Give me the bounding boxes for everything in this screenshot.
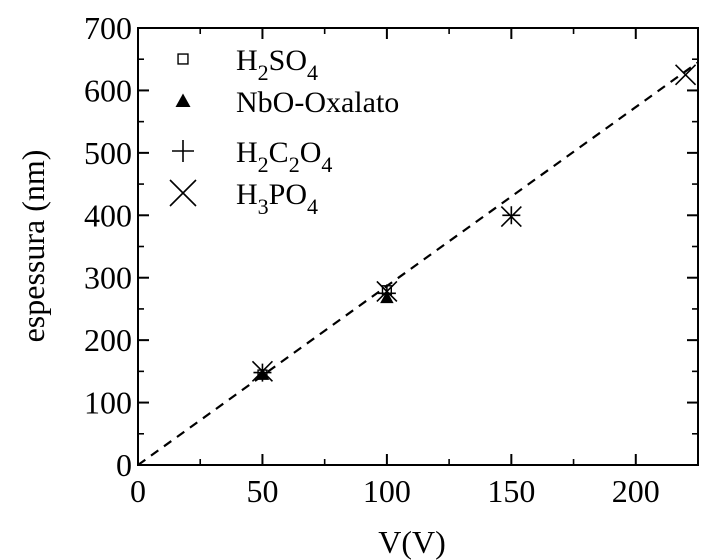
- x-tick-label: 100: [363, 473, 411, 509]
- h3po4-data-point: [500, 205, 522, 228]
- legend-marker-h2so4: [177, 53, 189, 65]
- x-tick-label: 150: [487, 473, 535, 509]
- y-tick-label: 600: [84, 72, 132, 108]
- y-tick-label: 100: [84, 385, 132, 421]
- fit-line: [137, 61, 699, 466]
- x-tick-label: 50: [246, 473, 278, 509]
- legend-text-part: H: [236, 44, 258, 77]
- legend-text-part: H: [236, 178, 258, 211]
- legend-subscript: 2: [258, 152, 269, 177]
- legend-marker-h3po4: [169, 179, 197, 207]
- plot-frame: [137, 27, 699, 466]
- legend-text-part: SO: [269, 44, 307, 77]
- h2c2o4-data-point: [377, 284, 396, 303]
- x-tick-label: 200: [612, 473, 660, 509]
- legend-subscript: 3: [258, 194, 269, 219]
- y-tick-label: 700: [84, 10, 132, 46]
- y-tick-label: 500: [84, 135, 132, 171]
- y-tick-label: 400: [84, 197, 132, 233]
- legend-marker-h2c2o4: [172, 140, 194, 162]
- legend-marker-nbo: [175, 93, 191, 107]
- legend-text-part: C: [269, 136, 289, 169]
- y-tick-label: 0: [116, 447, 132, 483]
- legend-text-part: NbO-Oxalato: [236, 86, 399, 119]
- legend-text-part: O: [300, 136, 322, 169]
- h3po4-data-point: [251, 360, 274, 382]
- y-tick-label: 200: [84, 322, 132, 358]
- legend-subscript: 4: [307, 194, 318, 219]
- axis-ticks: 0 50 100 150 200 0 100 200 300 400 500 600 700: [84, 10, 698, 509]
- h2c2o4-data-point: [502, 206, 521, 225]
- legend-subscript: 4: [321, 152, 332, 177]
- legend-label-nbo: NbO-Oxalato: [236, 86, 399, 119]
- legend-text-part: PO: [269, 178, 307, 211]
- legend-label-h2c2o4: H2C2O4: [236, 136, 332, 177]
- h2c2o4-data-point: [253, 363, 272, 382]
- legend-subscript: 2: [258, 60, 269, 85]
- fit-line-layer: [137, 61, 699, 466]
- legend-subscript: 4: [307, 60, 318, 85]
- x-axis-label: V(V): [378, 524, 446, 560]
- data-markers: [251, 64, 697, 382]
- y-axis-label: espessura (nm): [15, 150, 51, 343]
- h3po4-data-point: [674, 64, 697, 86]
- legend-label-h2so4: H2SO4: [236, 44, 318, 85]
- y-tick-label: 300: [84, 260, 132, 296]
- legend-text-part: H: [236, 136, 258, 169]
- x-tick-label: 0: [130, 473, 146, 509]
- h3po4-data-point: [376, 280, 398, 303]
- legend-label-h3po4: H3PO4: [236, 178, 318, 219]
- legend-subscript: 2: [289, 152, 300, 177]
